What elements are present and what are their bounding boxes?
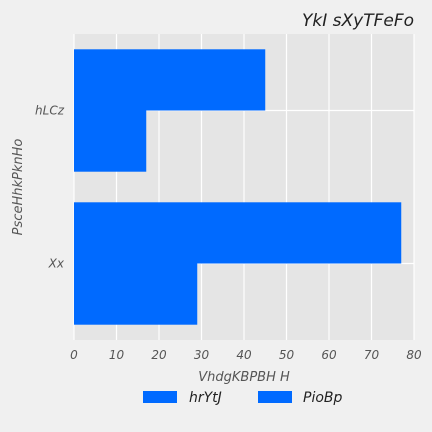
bar-hrYtJ-hLCz [74, 110, 147, 172]
x-tick-label: 30 [194, 348, 210, 362]
bars [74, 49, 402, 325]
y-axis-ticks: hLCz Xx [35, 104, 65, 271]
y-tick-label: Xx [48, 257, 65, 271]
legend-label: PioBp [303, 390, 343, 406]
bar-PioBp-hLCz [74, 49, 266, 111]
legend-label: hrYtJ [189, 390, 222, 406]
y-axis-label: PsceHhkPknHo [11, 139, 26, 236]
x-tick-label: 40 [236, 348, 252, 362]
y-tick-label: hLCz [35, 104, 65, 118]
bar-hrYtJ-Xx [74, 263, 198, 325]
x-tick-label: 20 [151, 348, 167, 362]
legend-swatch [143, 391, 177, 403]
x-axis-ticks: 0 10 20 30 40 50 60 70 80 [70, 348, 422, 362]
bar-PioBp-Xx [74, 202, 402, 264]
chart-title: YkI sXyTFeFo [302, 11, 414, 31]
legend: hrYtJ PioBp [143, 390, 343, 406]
x-tick-label: 80 [406, 348, 422, 362]
x-tick-label: 10 [109, 348, 125, 362]
x-tick-label: 60 [321, 348, 337, 362]
x-tick-label: 70 [364, 348, 380, 362]
legend-swatch [258, 391, 292, 403]
x-tick-label: 50 [279, 348, 295, 362]
x-tick-label: 0 [70, 348, 78, 362]
x-axis-label: VhdgKBPBH H [198, 370, 290, 385]
